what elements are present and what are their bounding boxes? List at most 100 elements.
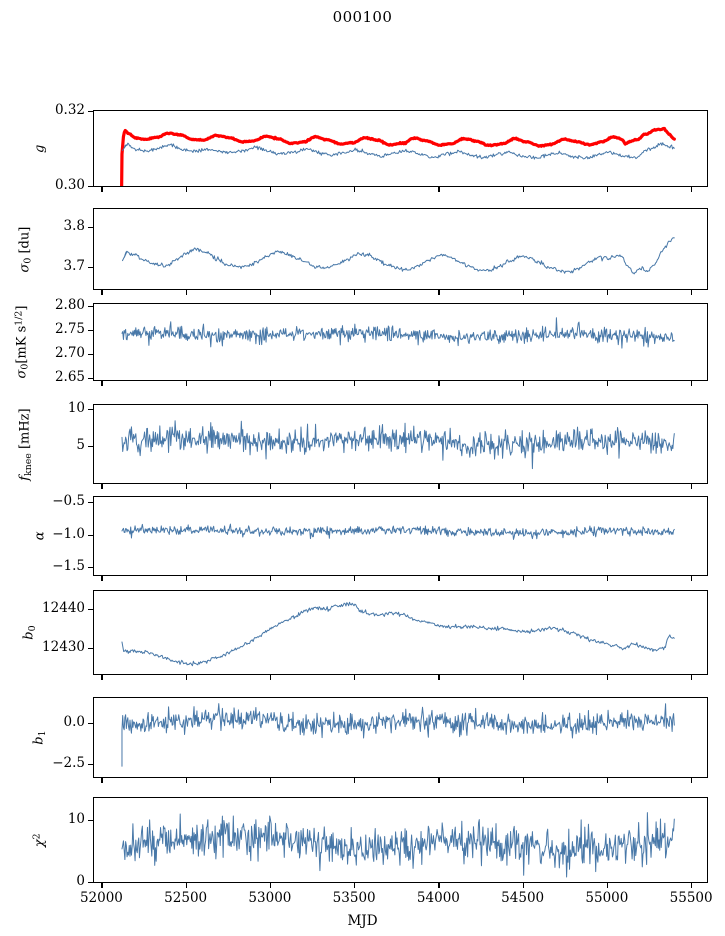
x-tick-mark <box>691 576 693 581</box>
x-tick-mark <box>354 381 356 386</box>
y-tick-mark <box>88 648 93 650</box>
panel-plot-area <box>121 420 675 470</box>
x-axis-label: MJD <box>347 913 378 929</box>
x-tick-mark <box>269 675 271 680</box>
x-tick-mark <box>101 290 103 295</box>
y-tick-label: −2.5 <box>52 754 85 771</box>
x-tick-mark <box>438 290 440 295</box>
x-tick-mark <box>269 778 271 783</box>
x-tick-mark <box>691 381 693 386</box>
y-tick-mark <box>88 502 93 504</box>
y-tick-mark <box>88 186 93 188</box>
x-tick-mark <box>185 290 187 295</box>
plot-panel-b-0 <box>93 590 708 675</box>
y-tick-label: 12440 <box>42 599 85 616</box>
x-tick-mark <box>522 381 524 386</box>
x-tick-mark <box>354 675 356 680</box>
x-tick-mark <box>522 576 524 581</box>
y-axis-label: α <box>32 531 48 541</box>
x-tick-mark <box>522 290 524 295</box>
y-tick-mark <box>88 608 93 610</box>
plot-panel-f-knee-mhz- <box>93 404 708 484</box>
x-tick-mark <box>185 576 187 581</box>
y-axis-label: fknee [mHz] <box>17 407 34 481</box>
y-tick-label: 2.80 <box>54 297 85 314</box>
y-axis-label: b0 <box>21 625 38 640</box>
panel-plot-area <box>121 601 675 667</box>
x-tick-mark <box>438 883 440 888</box>
x-tick-mark <box>438 675 440 680</box>
y-tick-mark <box>88 445 93 447</box>
y-tick-label: 12430 <box>42 639 85 656</box>
x-tick-mark <box>522 187 524 192</box>
x-tick-mark <box>354 883 356 888</box>
y-tick-label: 0 <box>76 873 85 889</box>
x-tick-mark <box>185 883 187 888</box>
x-tick-mark <box>691 187 693 192</box>
x-tick-mark <box>691 778 693 783</box>
x-tick-mark <box>606 675 608 680</box>
y-tick-mark <box>88 377 93 379</box>
x-tick-mark <box>101 675 103 680</box>
x-tick-label: 55500 <box>669 890 713 906</box>
x-tick-mark <box>269 381 271 386</box>
data-series-alpha <box>121 523 675 540</box>
x-tick-mark <box>606 883 608 888</box>
x-tick-mark <box>691 883 693 888</box>
y-tick-label: 5 <box>76 436 85 453</box>
data-series-sigma0-mK <box>121 317 675 349</box>
y-tick-label: 0.30 <box>54 177 85 193</box>
x-tick-mark <box>606 187 608 192</box>
x-tick-mark <box>185 484 187 489</box>
x-tick-label: 54000 <box>416 890 460 906</box>
x-tick-mark <box>691 675 693 680</box>
x-tick-mark <box>522 778 524 783</box>
y-tick-mark <box>88 534 93 536</box>
data-series-f-knee <box>121 420 675 470</box>
y-tick-label: −1.0 <box>52 525 85 542</box>
y-tick-label: 2.65 <box>54 368 85 385</box>
data-series-chi2 <box>121 812 675 878</box>
y-axis-label: σ0 [du] <box>17 226 34 272</box>
plot-panel-b-1 <box>93 697 708 778</box>
data-series-g-red <box>120 126 676 186</box>
x-tick-mark <box>101 484 103 489</box>
data-series-b1 <box>121 703 675 767</box>
y-axis-label: σ0[mK s1/2] <box>12 305 31 379</box>
y-tick-mark <box>88 267 93 269</box>
x-tick-mark <box>438 778 440 783</box>
x-tick-mark <box>269 290 271 295</box>
x-tick-mark <box>101 187 103 192</box>
x-tick-label: 52000 <box>79 890 123 906</box>
y-tick-mark <box>88 330 93 332</box>
y-tick-mark <box>88 353 93 355</box>
figure-title: 000100 <box>332 8 393 26</box>
x-tick-mark <box>354 484 356 489</box>
panel-plot-area <box>121 812 675 878</box>
panel-plot-area <box>121 523 675 540</box>
plot-panel-sigma-0-du- <box>93 208 708 290</box>
x-tick-mark <box>354 576 356 581</box>
x-tick-mark <box>438 381 440 386</box>
x-tick-mark <box>354 187 356 192</box>
x-tick-label: 54500 <box>501 890 545 906</box>
y-tick-mark <box>88 882 93 884</box>
y-tick-label: −0.5 <box>52 493 85 510</box>
y-tick-mark <box>88 819 93 821</box>
y-tick-label: 0.32 <box>54 102 85 118</box>
x-tick-mark <box>691 484 693 489</box>
data-series-sigma0-du <box>121 237 675 275</box>
x-tick-label: 53000 <box>248 890 292 906</box>
x-tick-mark <box>691 290 693 295</box>
x-tick-label: 52500 <box>164 890 208 906</box>
data-series-b0 <box>121 601 675 667</box>
x-tick-mark <box>522 883 524 888</box>
x-tick-mark <box>185 381 187 386</box>
y-tick-mark <box>88 763 93 765</box>
x-tick-mark <box>438 576 440 581</box>
plot-panel-g <box>93 110 708 187</box>
y-tick-label: 10 <box>67 399 85 416</box>
y-tick-mark <box>88 722 93 724</box>
x-tick-mark <box>269 187 271 192</box>
